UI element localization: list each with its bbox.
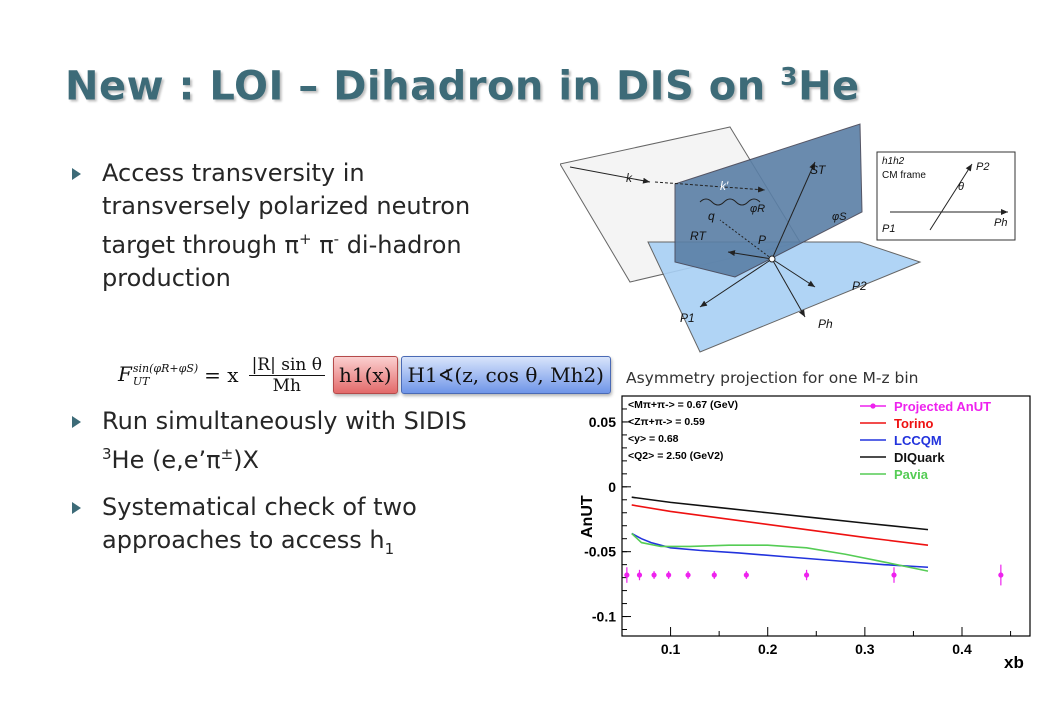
- dihadron-fragmentation-box: H1∢(z, cos θ, Mh2): [400, 356, 611, 394]
- label-ph: Ph: [818, 317, 833, 331]
- bullet-text: Systematical check of two approaches to …: [102, 493, 417, 554]
- h1-transversity-box: h1(x): [333, 356, 398, 394]
- label-p2: P2: [852, 279, 867, 293]
- cm-frame-inset: h1h2 CM frame P2 θ Ph P1: [876, 151, 1016, 241]
- legend-label: Projected AnUT: [894, 399, 991, 414]
- data-point: [891, 572, 897, 578]
- legend-label: Pavia: [894, 467, 929, 482]
- data-point: [636, 572, 643, 578]
- legend-label: LCCQM: [894, 433, 942, 448]
- bullet-arrow-icon: [72, 168, 81, 180]
- kinematics-label: <Zπ+π-> = 0.59: [628, 416, 705, 428]
- bullet-sup: 3: [102, 445, 112, 463]
- data-point: [666, 572, 672, 578]
- x-axis-label: xb: [1004, 653, 1024, 672]
- bullet-sup: +: [298, 230, 312, 248]
- bullet-sub: 1: [384, 539, 395, 558]
- data-point: [998, 572, 1004, 578]
- bullet-list-top: Access transversity in transversely pola…: [68, 157, 488, 295]
- legend-label: Torino: [894, 416, 934, 431]
- y-axis-label: AnUT: [579, 495, 596, 538]
- series-line-diquark: [631, 496, 929, 531]
- data-point: [651, 572, 657, 578]
- bullet-sup: -: [333, 230, 340, 248]
- bullet-sidis: Run simultaneously with SIDIS 3He (e,e’π…: [68, 405, 498, 477]
- x-tick-label: 0.3: [855, 641, 875, 657]
- series-line-pavia: [631, 532, 929, 572]
- label-st: ST: [810, 163, 827, 177]
- title-main: New : LOI – Dihadron in DIS on: [65, 63, 781, 110]
- legend-marker: [870, 403, 876, 409]
- bullet-sup: ±: [220, 445, 234, 463]
- inset-frame-label: CM frame: [882, 170, 926, 181]
- asymmetry-chart: 0.1 0.2 0.3 0.4 0.05 0 -0.05 -0.1 xb AnUT <Mπ+π-> …: [579, 395, 1031, 672]
- series-line-torino: [631, 504, 929, 546]
- inset-frame: h1h2: [882, 156, 905, 167]
- label-p: P: [758, 233, 766, 247]
- label-p1: P1: [680, 311, 695, 325]
- bullet-arrow-icon: [72, 502, 81, 514]
- kinematics-label: <Mπ+π-> = 0.67 (GeV): [628, 399, 738, 411]
- x-tick-label: 0.1: [661, 641, 681, 657]
- y-tick-label: 0.05: [589, 414, 616, 430]
- label-k-prime: k′: [720, 179, 729, 193]
- inset-theta: θ: [958, 181, 964, 193]
- y-tick-label: 0: [608, 479, 616, 495]
- label-phi-s: φS: [832, 211, 847, 223]
- bullet-text: π: [311, 231, 334, 259]
- kinematics-label: <y> = 0.68: [628, 433, 679, 445]
- y-tick-label: -0.05: [584, 544, 616, 560]
- data-point: [803, 572, 810, 578]
- bullet-transversity: Access transversity in transversely pola…: [68, 157, 488, 295]
- dihadron-kinematics-diagram: k k′ q φR ST φS RT P P2 P1 Ph h1h2 CM fr…: [560, 123, 1016, 353]
- label-q: q: [708, 209, 715, 223]
- title-tail: He: [798, 63, 860, 110]
- y-tick-label: -0.1: [592, 609, 616, 625]
- bullet-text: Access transversity in transversely pola…: [102, 159, 471, 259]
- chart-caption: Asymmetry projection for one M-z bin: [626, 369, 919, 387]
- slide-title: New : LOI – Dihadron in DIS on 3He: [65, 62, 860, 109]
- kinematics-label: <Q2> = 2.50 (GeV2): [628, 450, 723, 462]
- bullet-arrow-icon: [72, 416, 81, 428]
- bullet-text: di-hadron production: [102, 231, 462, 292]
- x-tick-label: 0.2: [758, 641, 778, 657]
- plot-frame: [621, 395, 1031, 637]
- legend-label: DIQuark: [894, 450, 945, 465]
- label-phi-r: φR: [750, 203, 765, 215]
- data-point: [743, 572, 749, 578]
- inset-p2: P2: [976, 161, 989, 173]
- data-point: [624, 572, 630, 578]
- bullet-text: )X: [233, 446, 259, 474]
- bullet-text: He (e,e’π: [111, 446, 221, 474]
- label-k: k: [626, 171, 633, 185]
- inset-p1: P1: [882, 223, 895, 235]
- label-rt: RT: [690, 229, 707, 243]
- formula-fraction: |R| sin θ Mh: [248, 355, 325, 396]
- bullet-text: Run simultaneously with SIDIS: [102, 407, 467, 435]
- inset-ph: Ph: [994, 217, 1007, 229]
- series-line-lccqm: [631, 532, 929, 569]
- bullet-systematic-check: Systematical check of two approaches to …: [68, 491, 498, 566]
- x-tick-label: 0.4: [952, 641, 972, 657]
- data-point: [711, 572, 717, 578]
- formula-equals: = x: [204, 363, 239, 387]
- bullet-list-bottom: Run simultaneously with SIDIS 3He (e,e’π…: [68, 405, 498, 566]
- title-superscript: 3: [780, 62, 799, 91]
- data-point: [685, 572, 691, 578]
